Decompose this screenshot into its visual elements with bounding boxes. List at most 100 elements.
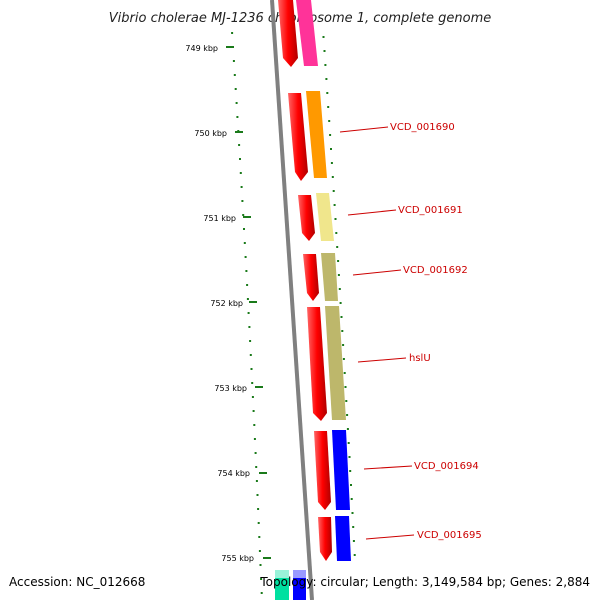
- scale-dot: [232, 60, 235, 62]
- cds-arrow-4[interactable]: [307, 307, 327, 421]
- feature-scale-dot: [323, 50, 326, 52]
- scale-dot: [251, 396, 254, 398]
- feature-scale-dot: [330, 148, 332, 150]
- scale-dot: [254, 452, 257, 454]
- genome-backbone: [270, 0, 314, 600]
- feature-scale-dot: [349, 470, 352, 472]
- feature-scale-dot: [331, 176, 334, 178]
- feature-scale-dot: [329, 134, 332, 136]
- feature-scale-dot: [337, 274, 340, 276]
- scale-dot: [246, 298, 249, 300]
- cds-track: [278, 0, 332, 561]
- topology-text: Topology: circular; Length: 3,149,584 bp…: [259, 575, 590, 589]
- feature-scale-dot: [346, 414, 349, 416]
- feature-scale-dot: [345, 400, 348, 402]
- cds-arrow-3[interactable]: [303, 254, 319, 301]
- scale-dot: [239, 158, 241, 160]
- gene-block-vcd-001691[interactable]: [316, 193, 334, 241]
- cds-arrow-top[interactable]: [278, 0, 298, 67]
- scale-dot: [252, 410, 255, 412]
- feature-scale-dot: [325, 78, 328, 80]
- feature-scale-dot: [342, 344, 345, 346]
- scale-dot: [260, 592, 263, 594]
- feature-scale-dot: [324, 64, 327, 66]
- scale-dot: [258, 536, 261, 538]
- cds-arrow-1[interactable]: [288, 93, 308, 181]
- tick-label-753: 753 kbp: [214, 384, 247, 393]
- gene-label-vcd-001695[interactable]: VCD_001695: [417, 530, 482, 541]
- feature-scale-dot: [330, 162, 333, 164]
- scale-dot: [244, 256, 247, 258]
- scale-dot: [234, 88, 237, 90]
- cds-arrow-2[interactable]: [298, 195, 315, 241]
- feature-scale-dot: [352, 526, 355, 528]
- gene-block-hslu[interactable]: [325, 306, 346, 420]
- feature-scale-dot: [337, 260, 340, 262]
- feature-scale-dot: [322, 36, 325, 38]
- gene-block-vcd-001695[interactable]: [335, 516, 351, 561]
- feature-scale-dot: [327, 106, 330, 108]
- scale-dot: [249, 354, 252, 356]
- tick-label-749: 749 kbp: [185, 44, 218, 53]
- scale-dot: [238, 144, 241, 146]
- feature-scale-dot: [353, 554, 356, 556]
- feature-scale-dot: [338, 288, 341, 290]
- cds-arrow-6[interactable]: [318, 517, 332, 561]
- accession-text: Accession: NC_012668: [9, 575, 145, 589]
- scale-dot: [235, 102, 238, 104]
- scale-dot: [247, 312, 250, 314]
- tick-label-752: 752 kbp: [210, 299, 243, 308]
- scale-dot: [253, 438, 256, 440]
- scale-dot: [259, 564, 262, 566]
- gene-label-vcd-001694[interactable]: VCD_001694: [414, 461, 479, 472]
- cds-arrow-5[interactable]: [314, 431, 331, 510]
- bottom-fade: [275, 570, 306, 578]
- feature-scale-dot: [343, 372, 346, 374]
- feature-scale-dot: [328, 120, 331, 122]
- feature-scale-dot: [335, 232, 338, 234]
- feature-scale-dot: [341, 330, 344, 332]
- gene-label-vcd-001690[interactable]: VCD_001690: [390, 122, 455, 133]
- feature-scale-dot: [348, 456, 351, 458]
- scale-dot: [258, 550, 261, 552]
- scale-dot: [257, 508, 260, 510]
- kbp-scale: [231, 32, 263, 594]
- scale-dot: [241, 200, 244, 202]
- scale-dot: [257, 522, 260, 524]
- feature-scale-dot: [344, 386, 347, 388]
- gene-label-hslu[interactable]: hslU: [409, 353, 431, 364]
- tick-label-755: 755 kbp: [221, 554, 254, 563]
- label-leaders: [339, 126, 415, 540]
- scale-dot: [251, 382, 254, 384]
- scale-dot: [236, 116, 239, 118]
- scale-dot: [253, 424, 256, 426]
- gene-block-vcd-001692[interactable]: [321, 253, 338, 301]
- scale-dot: [255, 480, 258, 482]
- feature-scale-dot: [334, 218, 337, 220]
- scale-dot: [239, 172, 242, 174]
- gene-block-top[interactable]: [296, 0, 318, 66]
- gene-block-vcd-001694[interactable]: [332, 430, 350, 510]
- gene-block-vcd-001690[interactable]: [306, 91, 327, 178]
- feature-scale-dot: [336, 246, 339, 248]
- major-ticks: [226, 46, 271, 559]
- gene-track: [296, 0, 351, 561]
- feature-scale-dot: [332, 190, 335, 192]
- feature-scale-dot: [350, 498, 353, 500]
- scale-dot: [248, 326, 251, 328]
- scale-dot: [249, 340, 252, 342]
- scale-dot: [243, 228, 245, 230]
- feature-scale-dot: [340, 316, 343, 318]
- gene-label-vcd-001692[interactable]: VCD_001692: [403, 265, 468, 276]
- gene-labels: VCD_001690 VCD_001691 VCD_001692 hslU VC…: [390, 122, 482, 541]
- scale-dot: [246, 284, 249, 286]
- feature-scale-dot: [346, 428, 349, 430]
- gene-label-vcd-001691[interactable]: VCD_001691: [398, 205, 463, 216]
- feature-scale-dot: [350, 484, 352, 486]
- tick-label-754: 754 kbp: [217, 469, 250, 478]
- scale-dot: [255, 466, 258, 468]
- feature-scale-dot: [347, 442, 350, 444]
- scale-dot: [256, 494, 259, 496]
- scale-dot: [233, 74, 236, 76]
